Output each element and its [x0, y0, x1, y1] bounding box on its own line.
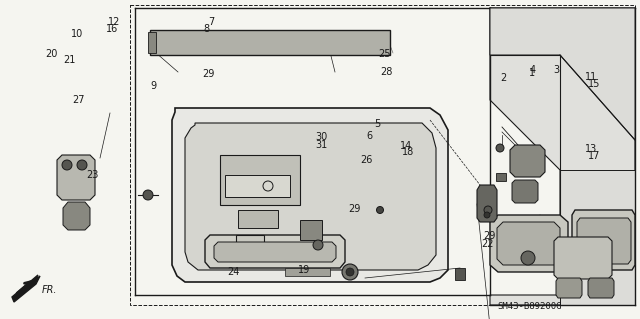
Text: 26: 26	[360, 155, 372, 165]
Polygon shape	[477, 185, 497, 222]
Polygon shape	[510, 145, 545, 177]
Text: 18: 18	[402, 147, 415, 158]
Text: 17: 17	[588, 151, 601, 161]
Bar	[148, 32, 156, 53]
Text: 24: 24	[227, 267, 240, 277]
Text: 25: 25	[378, 48, 391, 59]
Polygon shape	[185, 123, 436, 270]
Text: 6: 6	[367, 130, 373, 141]
Polygon shape	[63, 202, 90, 230]
Text: 22: 22	[481, 239, 494, 249]
Text: 29: 29	[483, 231, 495, 241]
Circle shape	[484, 212, 490, 218]
Text: 19: 19	[298, 264, 310, 275]
Text: 8: 8	[203, 24, 209, 34]
Bar	[300, 220, 322, 240]
Bar	[130, 5, 635, 305]
Bar	[285, 268, 330, 276]
Circle shape	[484, 206, 492, 214]
Polygon shape	[490, 8, 635, 305]
Text: 7: 7	[208, 17, 214, 27]
Polygon shape	[490, 215, 568, 272]
Bar	[496, 173, 506, 181]
Text: 9: 9	[150, 81, 157, 91]
Circle shape	[496, 144, 504, 152]
Text: 3: 3	[553, 64, 559, 75]
Polygon shape	[172, 108, 448, 282]
Text: 27: 27	[72, 95, 85, 105]
Polygon shape	[512, 180, 538, 203]
Circle shape	[77, 160, 87, 170]
Text: 10: 10	[71, 29, 84, 40]
Text: 31: 31	[315, 139, 328, 150]
Text: SM43-B89200G: SM43-B89200G	[498, 302, 563, 311]
Text: 23: 23	[86, 170, 99, 181]
Polygon shape	[588, 278, 614, 298]
Polygon shape	[572, 210, 635, 270]
Polygon shape	[577, 218, 631, 264]
Polygon shape	[560, 170, 635, 305]
Polygon shape	[12, 275, 40, 302]
Text: 20: 20	[45, 49, 58, 59]
Text: 4: 4	[530, 64, 536, 75]
Circle shape	[376, 206, 383, 213]
Circle shape	[346, 268, 354, 276]
Bar	[220, 155, 300, 205]
Text: 21: 21	[63, 55, 76, 65]
Bar	[238, 210, 278, 228]
Polygon shape	[556, 278, 582, 298]
Bar	[150, 30, 390, 55]
Bar	[455, 268, 465, 280]
Polygon shape	[57, 155, 95, 200]
Text: 29: 29	[202, 69, 215, 79]
Text: 11: 11	[584, 71, 597, 82]
Circle shape	[313, 240, 323, 250]
Bar	[225, 175, 290, 197]
Text: 2: 2	[500, 73, 507, 83]
Text: 12: 12	[108, 17, 120, 27]
Text: 29: 29	[348, 204, 361, 214]
Bar	[236, 235, 264, 260]
Circle shape	[521, 251, 535, 265]
Polygon shape	[497, 222, 560, 265]
Text: 14: 14	[400, 141, 413, 151]
Polygon shape	[214, 242, 336, 262]
Text: 5: 5	[374, 119, 380, 129]
Text: 30: 30	[315, 132, 328, 142]
Text: FR.: FR.	[42, 285, 58, 295]
Circle shape	[143, 190, 153, 200]
Circle shape	[62, 160, 72, 170]
Text: 28: 28	[380, 67, 393, 77]
Text: 15: 15	[588, 79, 601, 89]
Circle shape	[342, 264, 358, 280]
Polygon shape	[490, 8, 635, 140]
Text: 1: 1	[529, 68, 536, 78]
Polygon shape	[205, 235, 345, 268]
Polygon shape	[554, 237, 612, 279]
Text: 13: 13	[585, 144, 598, 154]
Text: 16: 16	[106, 24, 118, 34]
